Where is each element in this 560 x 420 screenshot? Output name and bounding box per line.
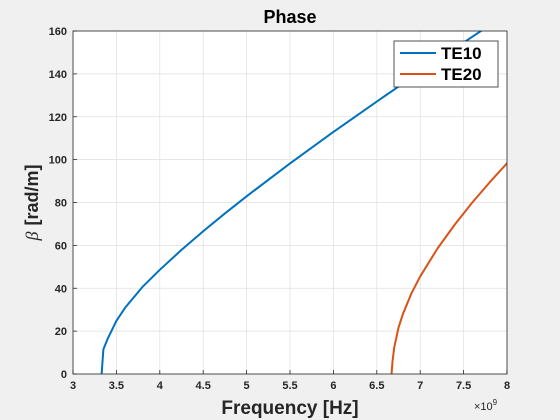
x-tick-label: 5 bbox=[244, 380, 250, 392]
x-tick-label: 6.5 bbox=[369, 380, 384, 392]
y-tick-label: 160 bbox=[49, 26, 67, 38]
y-tick-label: 140 bbox=[49, 69, 67, 81]
x-tick-label: 8 bbox=[504, 380, 510, 392]
x-tick-label: 7.5 bbox=[456, 380, 471, 392]
x-exponent-power: 9 bbox=[493, 398, 498, 407]
x-tick-label: 4 bbox=[157, 380, 164, 392]
legend-label: TE20 bbox=[441, 65, 482, 84]
y-tick-label: 20 bbox=[55, 326, 67, 338]
x-axis-exponent: ×109 bbox=[474, 398, 498, 413]
x-tick-label: 3 bbox=[70, 380, 76, 392]
y-tick-label: 80 bbox=[55, 198, 67, 210]
x-axis-label: Frequency [Hz] bbox=[221, 398, 358, 419]
x-tick-label: 5.5 bbox=[282, 380, 297, 392]
legend-box bbox=[393, 40, 499, 88]
series-line-te10 bbox=[100, 31, 483, 374]
legend-label: TE10 bbox=[441, 44, 482, 63]
chart-title: Phase bbox=[263, 7, 316, 27]
y-tick-label: 100 bbox=[49, 155, 67, 167]
y-axis-label: β [rad/m] bbox=[22, 165, 42, 242]
x-tick-label: 6 bbox=[330, 380, 336, 392]
series-layer bbox=[100, 31, 507, 374]
y-axis-symbol: β bbox=[22, 231, 42, 241]
x-tick-label: 3.5 bbox=[109, 380, 124, 392]
series-line-te20 bbox=[390, 162, 507, 374]
x-tick-label: 4.5 bbox=[196, 380, 211, 392]
y-tick-label: 0 bbox=[61, 369, 67, 381]
y-tick-label: 60 bbox=[55, 240, 67, 252]
y-axis-unit: [rad/m] bbox=[22, 165, 42, 226]
y-tick-label: 120 bbox=[49, 112, 67, 124]
x-tick-label: 7 bbox=[417, 380, 423, 392]
legend: TE10 TE20 bbox=[393, 40, 499, 88]
ticks: 3 3.5 4 4.5 5 5.5 6 6.5 7 7.5 80204060801001201401… bbox=[49, 26, 510, 392]
y-tick-label: 40 bbox=[55, 283, 67, 295]
x-exponent-base: ×10 bbox=[474, 401, 493, 413]
